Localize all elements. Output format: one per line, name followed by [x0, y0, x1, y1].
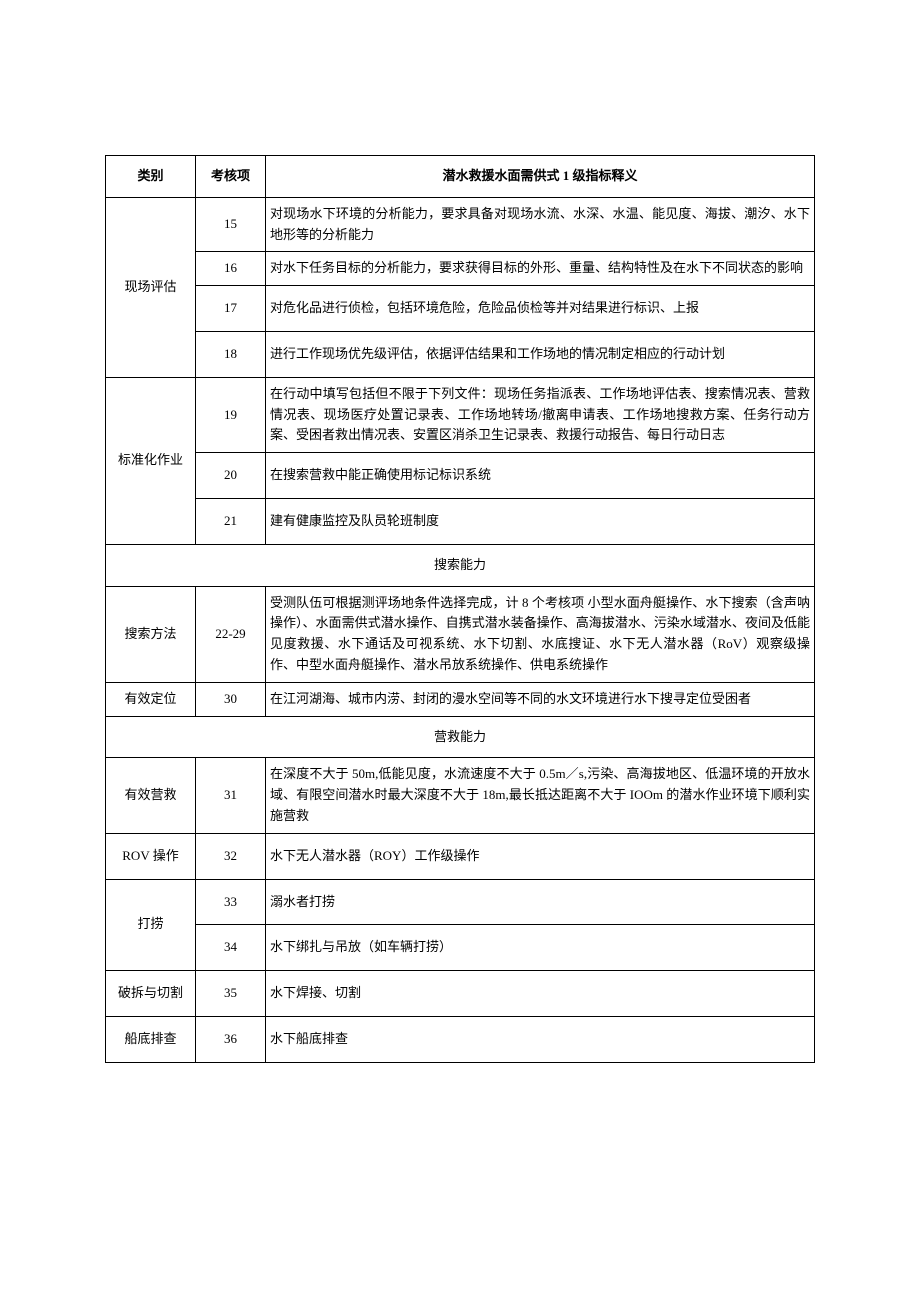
- header-item: 考核项: [196, 156, 266, 198]
- table-row: 17 对危化品进行侦检，包括环境危险，危险品侦检等并对结果进行标识、上报: [106, 286, 815, 332]
- item-num: 17: [196, 286, 266, 332]
- category-cell: 船底排查: [106, 1016, 196, 1062]
- table-row: 有效定位 30 在江河湖海、城市内涝、封闭的漫水空间等不同的水文环境进行水下搜寻…: [106, 682, 815, 716]
- document-page: 类别 考核项 潜水救援水面需供式 1 级指标释义 现场评估 15 对现场水下环境…: [105, 155, 815, 1063]
- item-desc: 水下无人潜水器（ROY）工作级操作: [266, 833, 815, 879]
- table-row: 16 对水下任务目标的分析能力，要求获得目标的外形、重量、结构特性及在水下不同状…: [106, 252, 815, 286]
- assessment-table: 类别 考核项 潜水救援水面需供式 1 级指标释义 现场评估 15 对现场水下环境…: [105, 155, 815, 1063]
- table-row: 破拆与切割 35 水下焊接、切割: [106, 971, 815, 1017]
- table-row: 船底排查 36 水下船底排查: [106, 1016, 815, 1062]
- category-cell: 标准化作业: [106, 377, 196, 544]
- table-row: 34 水下绑扎与吊放（如车辆打捞）: [106, 925, 815, 971]
- table-row: 18 进行工作现场优先级评估，依据评估结果和工作场地的情况制定相应的行动计划: [106, 331, 815, 377]
- table-row: ROV 操作 32 水下无人潜水器（ROY）工作级操作: [106, 833, 815, 879]
- item-num: 31: [196, 758, 266, 833]
- item-desc: 对现场水下环境的分析能力，要求具备对现场水流、水深、水温、能见度、海拔、潮汐、水…: [266, 197, 815, 252]
- item-num: 20: [196, 453, 266, 499]
- item-desc: 对危化品进行侦检，包括环境危险，危险品侦检等并对结果进行标识、上报: [266, 286, 815, 332]
- item-num: 36: [196, 1016, 266, 1062]
- item-num: 22-29: [196, 586, 266, 682]
- item-num: 32: [196, 833, 266, 879]
- item-desc: 在深度不大于 50m,低能见度，水流速度不大于 0.5m／s,污染、高海拔地区、…: [266, 758, 815, 833]
- section-title: 搜索能力: [106, 544, 815, 586]
- table-row: 21 建有健康监控及队员轮班制度: [106, 498, 815, 544]
- table-row: 现场评估 15 对现场水下环境的分析能力，要求具备对现场水流、水深、水温、能见度…: [106, 197, 815, 252]
- item-num: 19: [196, 377, 266, 452]
- section-title: 营救能力: [106, 716, 815, 758]
- item-num: 35: [196, 971, 266, 1017]
- item-num: 21: [196, 498, 266, 544]
- item-desc: 受测队伍可根据测评场地条件选择完成，计 8 个考核项 小型水面舟艇操作、水下搜索…: [266, 586, 815, 682]
- item-num: 34: [196, 925, 266, 971]
- category-cell: ROV 操作: [106, 833, 196, 879]
- category-cell: 搜索方法: [106, 586, 196, 682]
- item-desc: 水下绑扎与吊放（如车辆打捞）: [266, 925, 815, 971]
- item-desc: 在搜索营救中能正确使用标记标识系统: [266, 453, 815, 499]
- category-cell: 破拆与切割: [106, 971, 196, 1017]
- item-desc: 在行动中填写包括但不限于下列文件：现场任务指派表、工作场地评估表、搜索情况表、营…: [266, 377, 815, 452]
- table-row: 20 在搜索营救中能正确使用标记标识系统: [106, 453, 815, 499]
- item-desc: 建有健康监控及队员轮班制度: [266, 498, 815, 544]
- item-num: 30: [196, 682, 266, 716]
- item-num: 16: [196, 252, 266, 286]
- header-category: 类别: [106, 156, 196, 198]
- section-header-row: 营救能力: [106, 716, 815, 758]
- table-row: 搜索方法 22-29 受测队伍可根据测评场地条件选择完成，计 8 个考核项 小型…: [106, 586, 815, 682]
- category-cell: 有效营救: [106, 758, 196, 833]
- table-header-row: 类别 考核项 潜水救援水面需供式 1 级指标释义: [106, 156, 815, 198]
- category-cell: 打捞: [106, 879, 196, 971]
- item-desc: 进行工作现场优先级评估，依据评估结果和工作场地的情况制定相应的行动计划: [266, 331, 815, 377]
- item-desc: 溺水者打捞: [266, 879, 815, 925]
- table-row: 标准化作业 19 在行动中填写包括但不限于下列文件：现场任务指派表、工作场地评估…: [106, 377, 815, 452]
- item-desc: 水下船底排查: [266, 1016, 815, 1062]
- category-cell: 有效定位: [106, 682, 196, 716]
- table-row: 打捞 33 溺水者打捞: [106, 879, 815, 925]
- header-definition: 潜水救援水面需供式 1 级指标释义: [266, 156, 815, 198]
- section-header-row: 搜索能力: [106, 544, 815, 586]
- item-num: 33: [196, 879, 266, 925]
- category-cell: 现场评估: [106, 197, 196, 377]
- item-desc: 在江河湖海、城市内涝、封闭的漫水空间等不同的水文环境进行水下搜寻定位受困者: [266, 682, 815, 716]
- item-desc: 水下焊接、切割: [266, 971, 815, 1017]
- item-num: 18: [196, 331, 266, 377]
- table-row: 有效营救 31 在深度不大于 50m,低能见度，水流速度不大于 0.5m／s,污…: [106, 758, 815, 833]
- item-desc: 对水下任务目标的分析能力，要求获得目标的外形、重量、结构特性及在水下不同状态的影…: [266, 252, 815, 286]
- item-num: 15: [196, 197, 266, 252]
